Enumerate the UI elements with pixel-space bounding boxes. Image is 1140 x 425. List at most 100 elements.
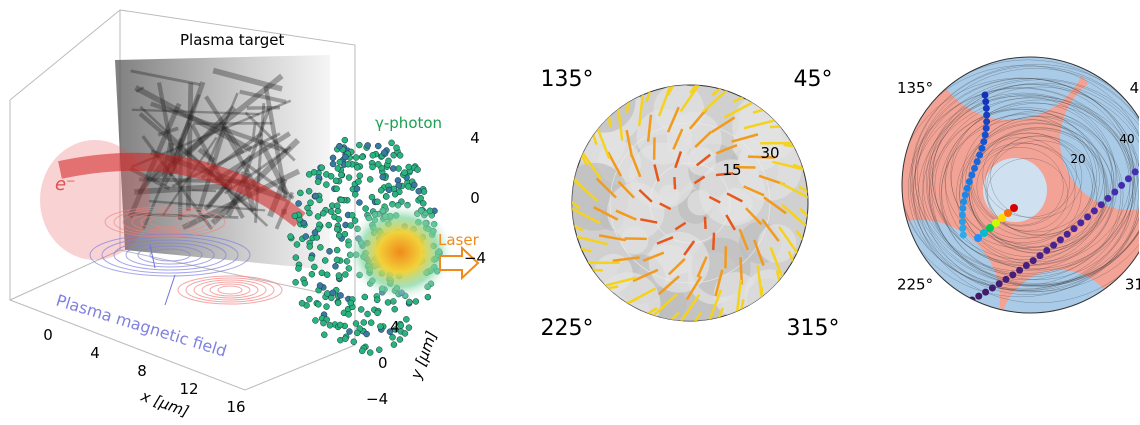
photon [358,306,364,312]
path-dot [959,218,966,225]
path-dot [983,105,990,112]
axis-label: y [μm] [407,329,441,383]
photon [292,213,298,219]
photon [295,265,301,271]
tick-label: 8 [137,362,147,380]
photon [346,311,352,317]
photon [342,271,348,277]
path-dot [968,172,975,179]
spike [253,124,255,138]
path-dot [989,285,996,292]
tick-label: 0 [43,326,53,344]
photon [334,257,340,263]
photon [326,222,332,228]
photon [402,170,408,176]
photon [293,279,299,285]
path-dot [982,132,989,139]
path-dot [980,138,987,145]
photon [324,290,330,296]
photon [332,263,338,269]
photon [306,188,312,194]
path-dot [1098,201,1105,208]
tick-label: 12 [179,380,198,398]
photon [406,164,412,170]
field-dash [566,269,603,270]
photon [296,200,302,206]
photon [364,331,370,337]
photon [402,330,408,336]
photon [383,194,389,200]
photon [391,342,397,348]
photon [328,209,334,215]
shade [649,232,710,293]
photon [394,145,400,151]
tick-label: 4 [470,129,480,147]
photon [385,158,391,164]
path-dot [976,152,983,159]
path-dot [982,289,989,296]
photon [294,241,300,247]
path-dot [978,145,985,152]
path-dot [996,280,1003,287]
path-dot [1009,271,1016,278]
path-dot [959,212,966,219]
label: Plasma target [180,31,285,49]
photon [349,212,355,218]
photon [354,164,360,170]
photon [324,272,330,278]
path-dot [1071,225,1078,232]
photon [320,320,326,326]
photon [315,213,321,219]
field-dash [713,233,714,250]
photon [328,173,334,179]
photon [375,161,381,167]
photon [352,191,358,197]
tick-label: −4 [366,390,388,408]
angle-label: 315° [787,316,840,341]
photon [354,186,360,192]
photon [357,173,363,179]
photon [315,179,321,185]
angle-label: 135° [541,67,594,92]
tick-label: 4 [390,318,400,336]
photon [397,337,403,343]
shade [659,185,679,205]
photon [353,154,359,160]
photon [330,161,336,167]
path-dot [1037,252,1044,259]
path-dot [983,112,990,119]
path-dot [1043,247,1050,254]
photon [359,348,365,354]
photon [342,137,348,143]
photon [359,154,365,160]
path-dot [960,232,967,239]
path-dot [1057,236,1064,243]
angle-label: 45° [1130,79,1140,97]
photon [336,143,342,149]
path-dot [1091,207,1098,214]
photon [363,206,369,212]
path-dot [982,92,989,99]
photon [351,339,357,345]
photon [375,143,381,149]
figure: Plasma target γ-photon e⁻ Laser Plasma m… [0,0,1140,425]
radial-label: 40 [1119,132,1134,146]
path-dot [974,158,981,165]
photon [299,300,305,306]
photon [356,200,362,206]
angle-label: 225° [897,276,933,294]
photon [317,282,323,288]
photon [293,255,299,261]
photon [405,183,411,189]
path-dot [1105,195,1112,202]
region [840,220,1000,380]
photon [315,301,321,307]
photon [356,179,362,185]
photon [306,210,312,216]
photon [345,161,351,167]
path-dot [966,178,973,185]
photon [322,257,328,263]
shade [745,269,794,318]
path-dot [982,98,989,105]
photon [311,169,317,175]
